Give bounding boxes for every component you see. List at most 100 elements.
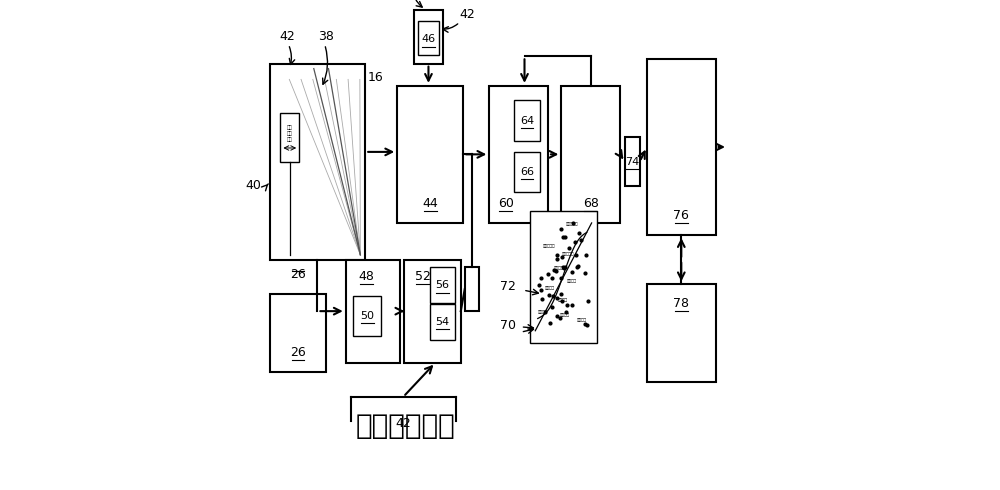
Text: 禁止停车场: 禁止停车场 [562,252,575,256]
Text: 44: 44 [422,197,438,210]
Point [567,238,583,246]
Bar [530,211,597,343]
Point [570,263,586,270]
Point [580,297,596,305]
Text: 48: 48 [358,270,374,283]
Point [553,290,569,298]
Point [558,308,574,316]
Text: 42: 42 [279,30,295,43]
Bar [465,267,479,311]
Text: 任意时段禁停: 任意时段禁停 [356,412,456,441]
Point [556,264,572,272]
Bar [514,152,540,192]
Point [554,253,570,261]
Point [578,251,594,259]
Point [533,286,549,294]
Point [546,266,562,274]
Point [531,281,547,289]
Text: 26: 26 [290,268,306,281]
Text: 路边停车场: 路边停车场 [543,245,555,248]
Bar [353,296,381,336]
Point [557,264,573,271]
Point [541,291,557,299]
Point [564,301,580,309]
Point [564,268,580,276]
Point [553,274,569,282]
Point [579,320,595,328]
Text: 26: 26 [290,346,306,359]
Point [555,233,571,241]
Bar [430,267,455,303]
Bar [625,137,640,186]
Bar [270,294,326,372]
Point [559,301,575,309]
Point [549,313,565,320]
Point [577,269,593,277]
Text: 无限制通道: 无限制通道 [566,222,578,226]
Point [553,224,569,232]
Text: 66: 66 [520,167,534,177]
Text: 64: 64 [520,116,534,125]
Text: 46: 46 [421,34,436,44]
Bar [489,86,548,223]
Point [561,244,577,252]
Bar [418,21,439,55]
Bar [647,284,716,382]
Text: 70: 70 [500,319,516,332]
Text: 高速通道: 高速通道 [557,298,567,302]
Text: 76: 76 [673,209,689,222]
Bar [270,64,365,260]
Text: 52: 52 [415,270,430,283]
Text: 42: 42 [395,417,411,430]
Text: 42: 42 [459,8,475,21]
Text: 40: 40 [245,179,261,192]
Point [568,251,584,259]
Bar [404,260,461,363]
Text: 72: 72 [500,280,516,293]
Text: 禁止停车: 禁止停车 [538,311,548,315]
Point [554,297,570,305]
Point [569,263,585,270]
Text: 禁止停车: 禁止停车 [560,313,570,317]
Point [533,274,549,282]
Point [537,308,553,316]
Point [555,263,571,270]
Text: 60: 60 [498,197,514,210]
Point [557,233,573,241]
Text: 38: 38 [318,30,334,43]
Point [565,219,581,227]
Text: 50: 50 [360,311,374,321]
Text: 54: 54 [436,317,450,327]
Point [548,268,564,275]
Point [549,255,565,263]
Bar [430,304,455,340]
Bar [414,10,443,64]
Text: 专用泊道: 专用泊道 [567,279,577,283]
Text: 禁止停车: 禁止停车 [545,286,555,290]
Bar [514,100,540,141]
Point [549,294,565,302]
Point [544,274,560,282]
Text: 56: 56 [436,280,450,290]
Text: 任意
时段
禁停: 任意 时段 禁停 [287,125,293,142]
Bar [280,113,299,162]
Point [545,293,561,300]
Bar [647,59,716,235]
Text: 16: 16 [368,71,383,84]
Point [534,295,550,303]
Point [540,270,556,278]
Point [577,319,593,327]
Text: 74: 74 [625,157,639,167]
Point [573,237,589,245]
Point [544,303,560,311]
Text: 禁时停车场: 禁时停车场 [554,267,566,270]
Text: 高速教仪: 高速教仪 [577,318,587,322]
Bar [397,86,463,223]
Point [571,229,587,237]
Point [542,318,558,326]
Text: 68: 68 [583,197,599,210]
Bar [346,260,400,363]
Text: 78: 78 [673,297,689,310]
Bar [561,86,620,223]
Point [549,251,565,259]
